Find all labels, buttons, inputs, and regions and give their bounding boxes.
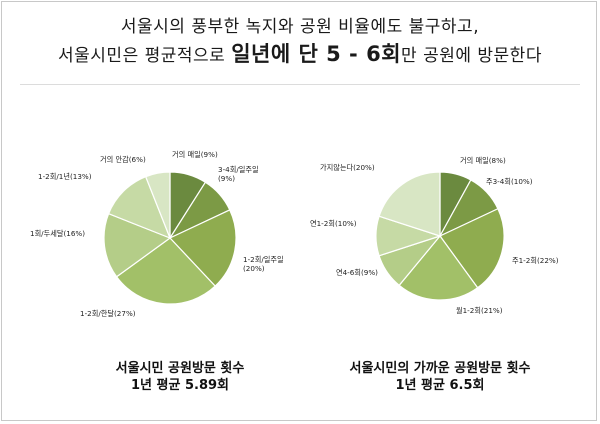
slice-label: 1-2회/일주일 (20%)	[243, 255, 284, 273]
slice-label: 거의 안감(6%)	[100, 155, 146, 164]
headline-line-1: 서울시의 풍부한 녹지와 공원 비율에도 불구하고,	[120, 17, 480, 37]
pie-slice	[144, 171, 171, 239]
headline: 서울시의 풍부한 녹지와 공원 비율에도 불구하고, 서울시민은 평균적으로 일…	[0, 14, 600, 70]
caption-left-title: 서울시민 공원방문 횟수	[115, 361, 245, 376]
slice-label: 1회/두세달(16%)	[30, 229, 85, 238]
headline-line-2-suffix: 만 공원에 방문한다	[401, 46, 542, 66]
pie-chart-2: 거의 매일(8%) 주3-4회(10%) 주1-2회(22%) 월1-2회(21%) 연…	[310, 156, 559, 315]
slice-label: 거의 매일(9%)	[172, 150, 218, 159]
slice-label: 주3-4회(10%)	[486, 177, 533, 186]
pie-slice	[168, 209, 237, 287]
caption-right-title: 서울시민의 가까운 공원방문 횟수	[349, 361, 531, 376]
pie-slice	[103, 212, 172, 278]
caption-right-subtitle: 1년 평균 6.5회	[395, 378, 485, 393]
slice-label: 연4-6회(9%)	[336, 268, 378, 277]
caption-left: 서울시민 공원방문 횟수 1년 평균 5.89회	[60, 360, 300, 394]
caption-right: 서울시민의 가까운 공원방문 횟수 1년 평균 6.5회	[320, 360, 560, 394]
caption-left-subtitle: 1년 평균 5.89회	[130, 378, 229, 393]
slice-label: 1-2회/1년(13%)	[38, 172, 92, 181]
pie-slice	[378, 171, 441, 237]
slice-label: 주1-2회(22%)	[512, 256, 559, 265]
slice-label: 연1-2회(10%)	[310, 219, 357, 228]
pie-slice	[115, 237, 217, 305]
pie-slice	[398, 235, 479, 301]
headline-line-2: 서울시민은 평균적으로 일년에 단 5 - 6회만 공원에 방문한다	[0, 41, 600, 70]
slice-label: 거의 매일(8%)	[460, 156, 506, 165]
slice-label: 월1-2회(21%)	[456, 306, 503, 315]
slice-label: 3-4회/일주일 (9%)	[218, 165, 259, 183]
pie-slice	[439, 207, 505, 289]
headline-emphasis: 일년에 단 5 - 6회	[231, 42, 402, 66]
divider	[20, 84, 580, 85]
headline-line-2-prefix: 서울시민은 평균적으로	[58, 46, 226, 66]
pie-chart-1: 거의 매일(9%)3-4회/일주일 (9%) 1-2회/일주일 (20%) 1-2회/한…	[30, 150, 284, 318]
slice-label: 가지않는다(20%)	[320, 163, 375, 172]
slice-label: 1-2회/한달(27%)	[80, 309, 136, 318]
